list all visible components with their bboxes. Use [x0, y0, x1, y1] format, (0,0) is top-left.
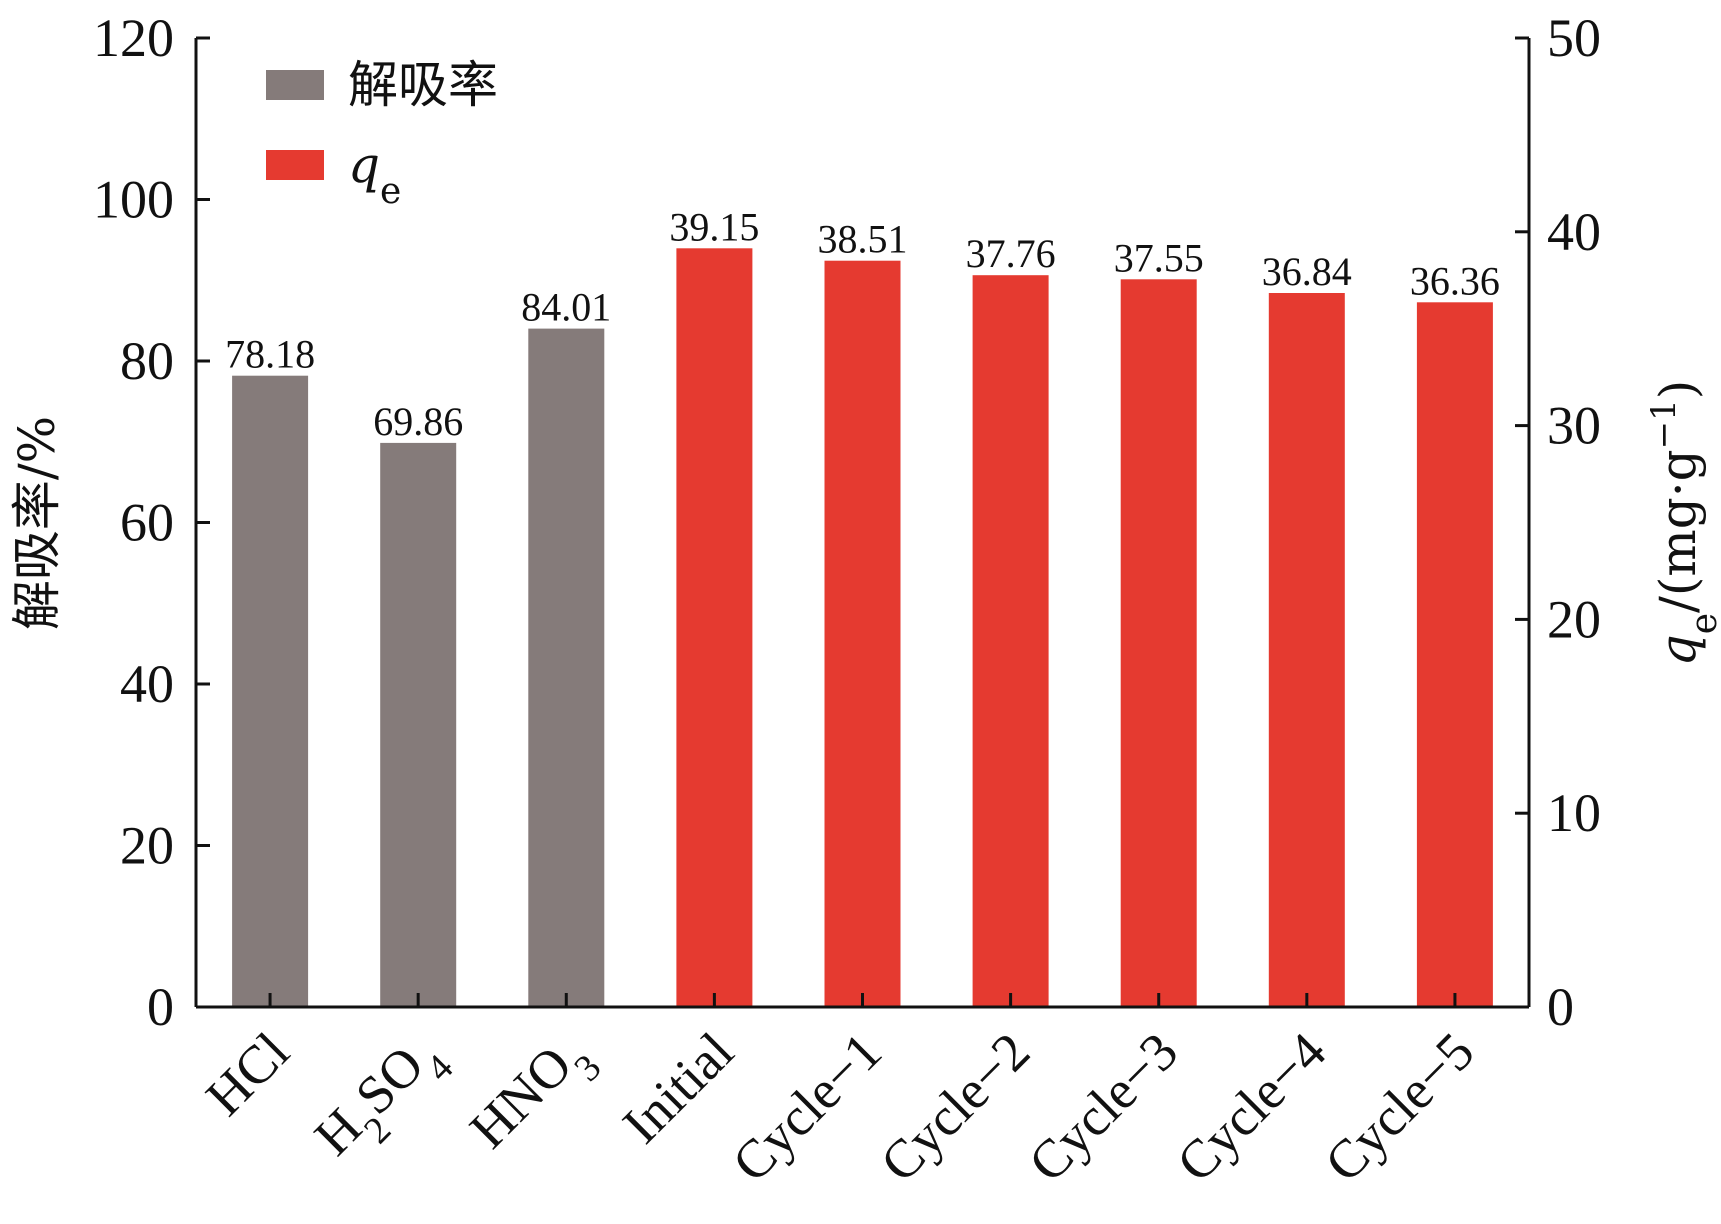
labels-layer: 78.18 69.86 84.01 39.15 38.51 37.76 37.55 36.84…	[225, 204, 1500, 444]
x-tick-label: Cycle−4	[1165, 1021, 1337, 1193]
left-tick-label: 80	[120, 331, 174, 391]
legend-label: 解吸率	[348, 56, 498, 114]
data-label: 38.51	[818, 217, 908, 262]
right-tick-label: 50	[1547, 8, 1601, 68]
data-label: 37.76	[966, 231, 1056, 276]
bar-desorption-0	[232, 375, 309, 1007]
left-tick-label: 120	[93, 8, 174, 68]
x-tick-label: HCl	[194, 1021, 300, 1127]
bar-qe-5	[972, 275, 1049, 1007]
bar-qe-7	[1268, 293, 1345, 1007]
legend-swatch	[266, 70, 324, 100]
x-tick-label: Cycle−2	[869, 1021, 1041, 1193]
legend-swatch	[266, 150, 324, 180]
x-tick-label: H2SO4	[303, 1021, 461, 1179]
right-tick-label: 10	[1547, 783, 1601, 843]
right-tick-label: 20	[1547, 589, 1601, 649]
data-label: 39.15	[669, 204, 759, 249]
x-tick-label: Initial	[611, 1021, 745, 1155]
left-tick-label: 0	[147, 977, 174, 1037]
right-tick-label: 0	[1547, 977, 1574, 1037]
bar-qe-6	[1120, 279, 1197, 1007]
data-label: 36.36	[1410, 258, 1500, 303]
x-tick-label: HNO3	[458, 1021, 609, 1172]
left-tick-label: 60	[120, 493, 174, 553]
left-tick-label: 100	[93, 170, 174, 230]
right-axis-title: qe/(mg·g−1)	[1644, 380, 1721, 667]
bar-desorption-1	[380, 442, 457, 1007]
data-label: 69.86	[373, 399, 463, 444]
bar-qe-8	[1416, 302, 1493, 1007]
legend: 解吸率 qe	[266, 56, 498, 212]
x-tick-label: Cycle−1	[721, 1021, 893, 1193]
bar-desorption-2	[528, 328, 605, 1008]
bar-qe-4	[824, 260, 901, 1007]
x-tick-label: Cycle−3	[1017, 1021, 1189, 1193]
left-tick-label: 40	[120, 654, 174, 714]
legend-label: qe	[348, 136, 401, 212]
right-tick-label: 30	[1547, 396, 1601, 456]
data-label: 78.18	[225, 332, 315, 377]
bars-layer	[232, 248, 1493, 1008]
left-axis-title: 解吸率/%	[8, 416, 66, 630]
x-tick-label: Cycle−5	[1313, 1021, 1485, 1193]
bar-qe-3	[676, 248, 753, 1008]
data-label: 84.01	[521, 285, 611, 330]
left-tick-label: 20	[120, 816, 174, 876]
data-label: 37.55	[1114, 235, 1204, 280]
data-label: 36.84	[1262, 249, 1352, 294]
right-tick-label: 40	[1547, 202, 1601, 262]
